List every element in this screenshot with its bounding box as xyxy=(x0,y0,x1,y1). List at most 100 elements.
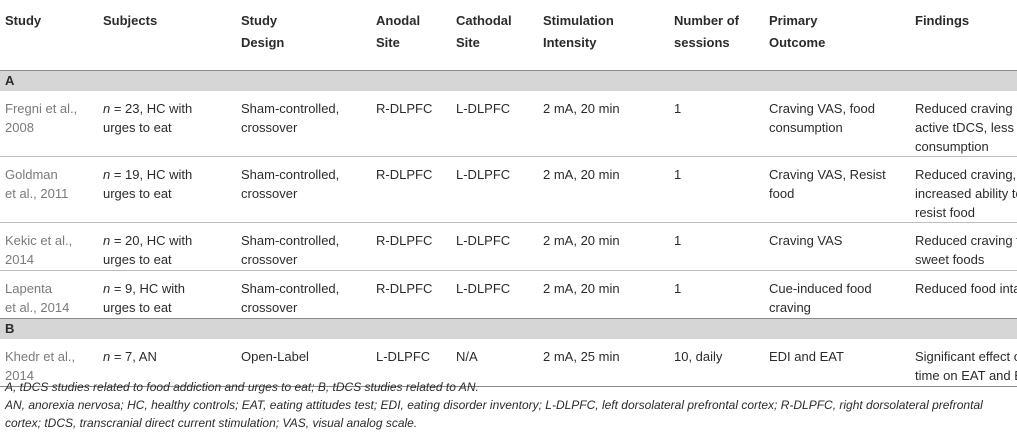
cell-line: time on EAT and EDI xyxy=(915,367,1017,383)
anodal-cell: R-DLPFC xyxy=(376,100,433,116)
cell-line: Goldman xyxy=(5,166,58,182)
cell-line: sweet foods xyxy=(915,251,985,267)
cell-line: Site xyxy=(456,35,480,50)
cell-line: Sham-controlled, xyxy=(241,166,340,182)
sessions-cell: 1 xyxy=(674,100,682,116)
outcome-cell: Cue-induced food craving xyxy=(764,270,910,318)
cell-line: Design xyxy=(241,35,285,50)
cell-line: Number of xyxy=(674,13,739,28)
cell-line: Craving VAS xyxy=(769,232,843,248)
cell-line: Sham-controlled, xyxy=(241,232,340,248)
subjects-count: = 9, HC with xyxy=(110,280,186,296)
group-row: A xyxy=(0,70,1017,91)
column-header: Study Design xyxy=(236,0,371,70)
anodal-cell: R-DLPFC xyxy=(376,232,433,248)
findings-cell: Reduced craving, increased ability to resi… xyxy=(910,156,1017,222)
design-cell: Open-Label xyxy=(236,339,371,387)
cell-line: craving xyxy=(769,299,811,315)
study-cell: Fregni et al., 2008 xyxy=(0,91,98,157)
cell-line: Significant effect of xyxy=(915,348,1017,364)
cell-line: Stimulation xyxy=(543,13,614,28)
intensity-cell: 2 mA, 25 min xyxy=(543,348,620,364)
cell-line: increased ability to xyxy=(915,185,1017,201)
cell-line: resist food xyxy=(915,204,975,220)
cell-line: active tDCS, less xyxy=(915,119,1014,135)
cell-line: consumption xyxy=(769,119,843,135)
header-row: Study Subjects Study Design Anodal Site Cathod… xyxy=(0,0,1017,70)
table-row: Fregni et al., 2008 n = 23, HC with urges t… xyxy=(0,91,1017,157)
outcome-cell: Craving VAS xyxy=(764,222,910,270)
study-cell: Lapenta et al., 2014 xyxy=(0,270,98,318)
sessions-cell: 1 xyxy=(674,232,682,248)
cell-line: Primary xyxy=(769,13,818,28)
table-row: Kekic et al., 2014 n = 20, HC with urges to… xyxy=(0,222,1017,270)
group-label: A xyxy=(0,70,1017,91)
cell-line: Findings xyxy=(915,13,970,28)
cathodal-cell: L-DLPFC xyxy=(456,100,511,116)
subjects-cell: n = 19, HC with urges to eat xyxy=(98,156,236,222)
column-header: Cathodal Site xyxy=(451,0,538,70)
intensity-cell: 2 mA, 20 min xyxy=(543,166,620,182)
outcome-cell: EDI and EAT xyxy=(764,339,910,387)
findings-cell: Reduced craving for sweet foods xyxy=(910,222,1017,270)
table-row: Lapenta et al., 2014 n = 9, HC with urges t… xyxy=(0,270,1017,318)
findings-cell: Significant effect of time on EAT and EDI xyxy=(910,339,1017,387)
cell-line: crossover xyxy=(241,185,298,201)
group-row: B xyxy=(0,318,1017,339)
column-header: Number of sessions xyxy=(669,0,764,70)
subjects-detail: urges to eat xyxy=(103,119,172,135)
cell-line: Cathodal xyxy=(456,13,512,28)
subjects-count: = 23, HC with xyxy=(110,100,193,116)
cell-line: Craving VAS, Resist xyxy=(769,166,886,182)
cell-line: 2008 xyxy=(5,119,34,135)
subjects-detail: urges to eat xyxy=(103,299,172,315)
cell-line: Craving VAS, food xyxy=(769,100,875,116)
cell-line: Open-Label xyxy=(241,348,309,364)
subjects-cell: n = 20, HC with urges to eat xyxy=(98,222,236,270)
cell-line: Reduced craving, xyxy=(915,166,1017,182)
cell-line: Lapenta xyxy=(5,280,52,296)
footnote-line: cortex; tDCS, transcranial direct curren… xyxy=(5,416,418,430)
cell-line: Reduced craving in xyxy=(915,100,1017,116)
cell-line: food xyxy=(769,185,795,201)
intensity-cell: 2 mA, 20 min xyxy=(543,100,620,116)
cell-line: Outcome xyxy=(769,35,826,50)
table-row: Goldman et al., 2011 n = 19, HC with urges … xyxy=(0,156,1017,222)
cell-line: sessions xyxy=(674,35,730,50)
findings-cell: Reduced craving in active tDCS, less consu… xyxy=(910,91,1017,157)
cell-line: Study xyxy=(241,13,278,28)
subjects-cell: n = 23, HC with urges to eat xyxy=(98,91,236,157)
cathodal-cell: L-DLPFC xyxy=(456,232,511,248)
design-cell: Sham-controlled, crossover xyxy=(236,222,371,270)
subjects-n: n xyxy=(103,100,111,116)
studies-table: Study Subjects Study Design Anodal Site Cathod… xyxy=(0,0,1017,387)
design-cell: Sham-controlled, crossover xyxy=(236,91,371,157)
cell-line: crossover xyxy=(241,119,298,135)
table-header: Study Subjects Study Design Anodal Site Cathod… xyxy=(0,0,1017,70)
sessions-cell: 10, daily xyxy=(674,348,723,364)
footnote-line: AN, anorexia nervosa; HC, healthy contro… xyxy=(5,398,983,412)
cell-line: Site xyxy=(376,35,400,50)
subjects-detail: urges to eat xyxy=(103,251,172,267)
cathodal-cell: L-DLPFC xyxy=(456,166,511,182)
cell-line: 2014 xyxy=(5,251,34,267)
cell-line: Fregni et al., xyxy=(5,100,78,116)
column-header: Primary Outcome xyxy=(764,0,910,70)
cathodal-cell: L-DLPFC xyxy=(456,280,511,296)
cell-line: Intensity xyxy=(543,35,597,50)
column-header: Stimulation Intensity xyxy=(538,0,669,70)
cell-line: 2014 xyxy=(5,367,34,383)
cell-line: Cue-induced food xyxy=(769,280,872,296)
cell-line: et al., 2011 xyxy=(5,185,69,201)
cell-line: Sham-controlled, xyxy=(241,100,340,116)
subjects-n: n xyxy=(103,348,111,364)
subjects-n: n xyxy=(103,280,111,296)
subjects-count: = 7, AN xyxy=(110,348,157,364)
table-row: Khedr et al., 2014 n = 7, AN Open-Label L-DL… xyxy=(0,339,1017,387)
cell-line: EDI and EAT xyxy=(769,348,844,364)
cell-line: Study xyxy=(5,13,42,28)
study-cell: Kekic et al., 2014 xyxy=(0,222,98,270)
subjects-n: n xyxy=(103,166,111,182)
cell-line: Kekic et al., xyxy=(5,232,73,248)
